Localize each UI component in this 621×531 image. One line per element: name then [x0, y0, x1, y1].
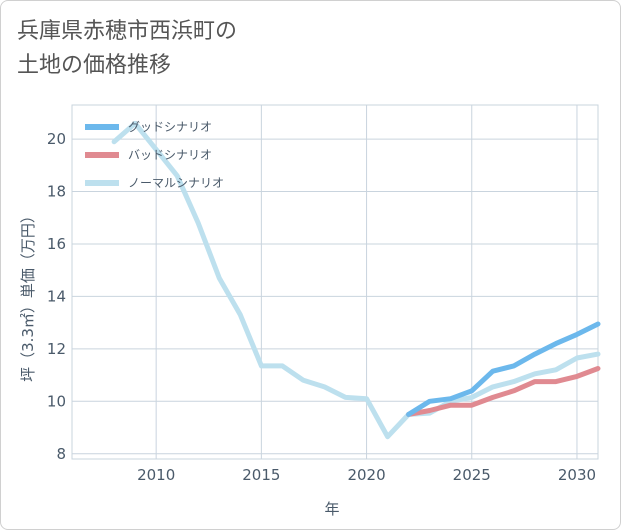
y-tick-label: 14 — [47, 287, 66, 305]
y-tick-label: 10 — [47, 392, 66, 410]
y-tick-label: 16 — [47, 235, 66, 253]
x-tick-label: 2010 — [137, 466, 175, 484]
x-axis-label: 年 — [324, 500, 339, 518]
legend-label-2: ノーマルシナリオ — [128, 176, 224, 190]
y-tick-label: 18 — [47, 183, 66, 201]
x-tick-label: 2025 — [453, 466, 491, 484]
plot-frame — [71, 104, 599, 460]
y-axis-label: 坪（3.3㎡）単価（万円） — [19, 208, 37, 382]
series-line-2 — [111, 120, 601, 440]
y-tick-label: 20 — [47, 130, 66, 148]
legend-label-0: グッドシナリオ — [128, 120, 212, 134]
y-tick-label: 12 — [47, 340, 66, 358]
chart-title: 兵庫県赤穂市西浜町の 土地の価格推移 — [17, 19, 238, 78]
legend-label-1: バッドシナリオ — [128, 148, 212, 162]
x-tick-label: 2020 — [347, 466, 385, 484]
y-tick-label: 8 — [56, 445, 66, 463]
tick-labels: 2010 2015 2020 2025 2030 8 10 12 14 16 18 20 — [47, 130, 596, 484]
series-line-1 — [406, 366, 601, 417]
x-tick-label: 2030 — [558, 466, 596, 484]
series-line-0 — [406, 321, 601, 417]
series-lines — [111, 120, 601, 440]
x-tick-label: 2015 — [242, 466, 280, 484]
